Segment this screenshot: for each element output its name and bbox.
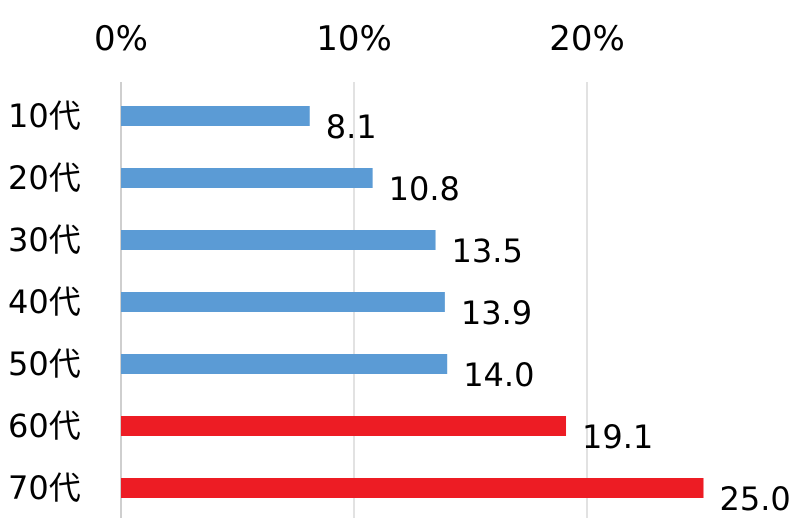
data-label: 13.9 [461,294,532,332]
bar [121,416,567,436]
category-label: 70代 [8,469,81,507]
x-tick-label: 20% [549,19,625,59]
labels: 0% 10% 20% 10代 8.1 20代 10.8 30代 13.5 40代 13.9 50代 14… [8,19,791,518]
x-tick-label: 0% [94,19,148,59]
bars [121,106,704,498]
data-label: 25.0 [720,480,791,518]
bar [121,168,373,188]
data-label: 8.1 [326,108,377,146]
data-label: 14.0 [463,356,534,394]
data-label: 19.1 [582,418,653,456]
bar [121,106,310,126]
data-label: 13.5 [452,232,523,270]
x-tick-label: 10% [316,19,392,59]
bar [121,478,704,498]
category-label: 60代 [8,407,81,445]
category-label: 10代 [8,97,81,135]
category-label: 50代 [8,345,81,383]
bar [121,354,448,374]
category-label: 40代 [8,283,81,321]
category-label: 30代 [8,221,81,259]
bar [121,292,445,312]
bar [121,230,436,250]
category-label: 20代 [8,159,81,197]
data-label: 10.8 [389,170,460,208]
